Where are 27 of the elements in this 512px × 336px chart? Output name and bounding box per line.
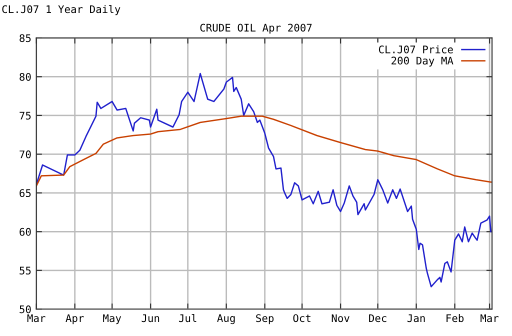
line-series [36,72,492,288]
y-tick-label: 80 [20,72,31,81]
x-tick-label: Aug [217,314,235,324]
x-tick-label: May [103,314,122,324]
y-tick-label: 70 [20,150,31,158]
x-tick-label: Jun [142,314,160,322]
chart-subtitle: CL.J07 1 Year Daily [2,5,120,16]
y-tick-label: 60 [20,228,31,236]
line-series [36,116,492,187]
legend-label: 200 Day MA [392,56,454,67]
x-tick-label: Mar [27,314,46,322]
x-tick-label: Jul [178,314,196,322]
x-tick-label: Nov [332,314,350,322]
x-tick-label: Sep [256,314,274,324]
y-tick-label: 65 [20,189,31,198]
y-tick-label: 55 [20,266,31,275]
y-tick-label: 85 [20,34,31,42]
x-tick-label: Feb [446,314,464,322]
x-tick-label: Oct [293,314,310,322]
y-tick-label: 50 [20,305,31,314]
legend-label: CL.J07 Price [378,45,453,54]
x-tick-label: Apr [66,314,84,324]
x-tick-label: Mar [480,314,499,322]
x-tick-label: Jan [407,314,425,322]
chart-title: CRUDE OIL Apr 2007 [200,24,312,34]
y-tick-label: 75 [20,112,31,120]
x-tick-label: Dec [369,314,386,322]
